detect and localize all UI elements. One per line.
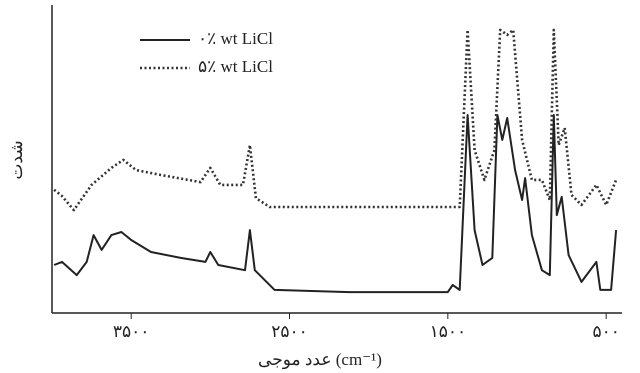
x-axis-title: عدد موجی (cm⁻¹) bbox=[258, 350, 382, 370]
x-tick-label: ۲۵۰۰ bbox=[271, 322, 308, 341]
series-line bbox=[53, 114, 618, 294]
series-line bbox=[53, 28, 618, 212]
y-axis-title: شدت bbox=[7, 140, 26, 179]
x-tick-label: ۳۵۰۰ bbox=[113, 322, 150, 341]
x-tick-label: ۱۵۰۰ bbox=[430, 322, 467, 341]
legend-label: ٠٪ wt LiCl bbox=[198, 29, 273, 48]
legend-label: ۵٪ wt LiCl bbox=[198, 57, 273, 76]
x-tick-label: ۵۰۰ bbox=[592, 322, 619, 341]
